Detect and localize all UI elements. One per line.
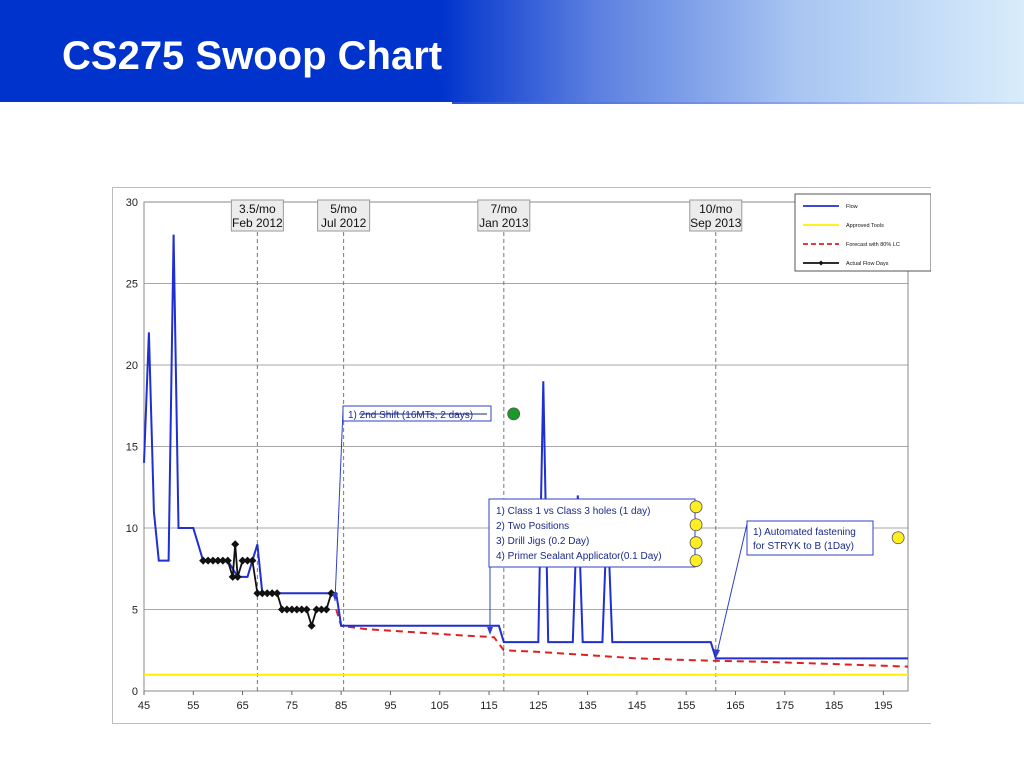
actual-flow-days-point [258, 589, 267, 598]
title-underline [452, 102, 1024, 104]
actual-flow-days-point [292, 605, 301, 614]
actual-flow-days-point [312, 605, 321, 614]
annotation-shift-arrowhead [332, 593, 338, 601]
actual-flow-days-point [248, 556, 257, 565]
actual-flow-days-point [228, 572, 237, 581]
x-tick-label: 145 [628, 700, 646, 712]
actual-flow-days-point [287, 605, 296, 614]
y-tick-label: 5 [132, 605, 138, 617]
series-forecast-line [335, 609, 909, 668]
actual-flow-days-point [317, 605, 326, 614]
slide-title: CS275 Swoop Chart [62, 34, 443, 78]
x-tick-label: 65 [236, 700, 248, 712]
y-tick-label: 10 [126, 523, 138, 535]
actual-flow-days-point [238, 556, 247, 565]
swoop-chart: 0 5 10 15 20 25 30 45 55 65 75 85 95 105 115 125 135 145 1… [112, 187, 931, 724]
rate-marker-date: Feb 2012 [232, 216, 283, 230]
title-banner [0, 0, 1024, 102]
chart-canvas: 0 5 10 15 20 25 30 45 55 65 75 85 95 105 115 125 135 145 1… [126, 193, 931, 712]
x-tick-label: 175 [776, 700, 794, 712]
actual-flow-days-point [233, 572, 242, 581]
annotation-holes-line: 4) Primer Sealant Applicator(0.1 Day) [496, 551, 662, 562]
annotation-holes-line: 2) Two Positions [496, 521, 569, 532]
rate-marker-date: Jan 2013 [479, 216, 529, 230]
annotation-holes-line: 3) Drill Jigs (0.2 Day) [496, 536, 589, 547]
annotation-shift-text: 1) 2nd Shift (16MTs, 2 days) [348, 410, 473, 421]
status-dot [689, 500, 703, 514]
actual-flow-days-point [213, 556, 222, 565]
x-tick-label: 125 [529, 700, 547, 712]
legend-label: Actual Flow Days [846, 261, 889, 267]
actual-flow-days-point [322, 605, 331, 614]
annotation-fastening-line: for STRYK to B (1Day) [753, 541, 854, 552]
rate-marker-date: Jul 2012 [321, 216, 367, 230]
x-tick-label: 115 [480, 700, 498, 712]
actual-flow-days-point [218, 556, 227, 565]
annotation-holes-box [488, 498, 696, 568]
actual-flow-days-point [199, 556, 208, 565]
x-tick-label: 135 [578, 700, 596, 712]
annotation-fastening-pointer [716, 523, 748, 654]
x-tick-label: 165 [726, 700, 744, 712]
rate-marker-date: Sep 2013 [690, 216, 742, 230]
status-dot [689, 518, 703, 532]
x-tick-label: 105 [431, 700, 449, 712]
y-tick-label: 30 [126, 197, 138, 209]
actual-flow-days-point [273, 589, 282, 598]
actual-flow-days-point [282, 605, 291, 614]
actual-flow-days-point [204, 556, 213, 565]
annotation-shift-pointer [334, 409, 344, 602]
annotation-fastening-box [746, 520, 874, 556]
y-tick-label: 20 [126, 360, 138, 372]
legend-marker [818, 260, 824, 266]
rate-marker-box [477, 199, 531, 232]
actual-flow-days-point [263, 589, 272, 598]
rate-marker-box [230, 199, 284, 232]
y-tick-label: 25 [126, 279, 138, 291]
x-tick-label: 75 [286, 700, 298, 712]
annotation-holes-arrowhead [487, 627, 493, 635]
x-tick-label: 45 [138, 700, 150, 712]
rate-marker-box [689, 199, 743, 232]
x-tick-label: 155 [677, 700, 695, 712]
x-tick-label: 95 [384, 700, 396, 712]
actual-flow-days-point [307, 621, 316, 630]
legend-label: Flow [846, 204, 858, 210]
status-dot [689, 554, 703, 568]
y-tick-label: 15 [126, 442, 138, 454]
actual-flow-days-point [223, 556, 232, 565]
actual-flow-days-point [231, 540, 240, 549]
actual-flow-days-point [302, 605, 311, 614]
status-dot [891, 531, 905, 545]
annotation-fastening-line: 1) Automated fastening [753, 527, 856, 538]
rate-marker-rate: 5/mo [330, 202, 357, 216]
rate-marker-rate: 3.5/mo [239, 202, 276, 216]
actual-flow-days-point [268, 589, 277, 598]
x-tick-label: 85 [335, 700, 347, 712]
actual-flow-days-point [278, 605, 287, 614]
annotation-fastening-arrowhead [714, 649, 720, 658]
status-dot [507, 407, 521, 421]
x-tick-label: 195 [874, 700, 892, 712]
legend-label: Forecast with 80% LC [846, 242, 900, 248]
rate-marker-rate: 10/mo [699, 202, 733, 216]
rate-marker-box [317, 199, 371, 232]
x-tick-label: 185 [825, 700, 843, 712]
status-dot [689, 536, 703, 550]
annotation-holes-line: 1) Class 1 vs Class 3 holes (1 day) [496, 506, 651, 517]
actual-flow-days-point [243, 556, 252, 565]
y-tick-label: 0 [132, 686, 138, 698]
legend-label: Approved Tools [846, 223, 884, 229]
x-tick-label: 55 [187, 700, 199, 712]
rate-marker-rate: 7/mo [490, 202, 517, 216]
actual-flow-days-point [253, 589, 262, 598]
actual-flow-days-point [297, 605, 306, 614]
actual-flow-days-point [209, 556, 218, 565]
